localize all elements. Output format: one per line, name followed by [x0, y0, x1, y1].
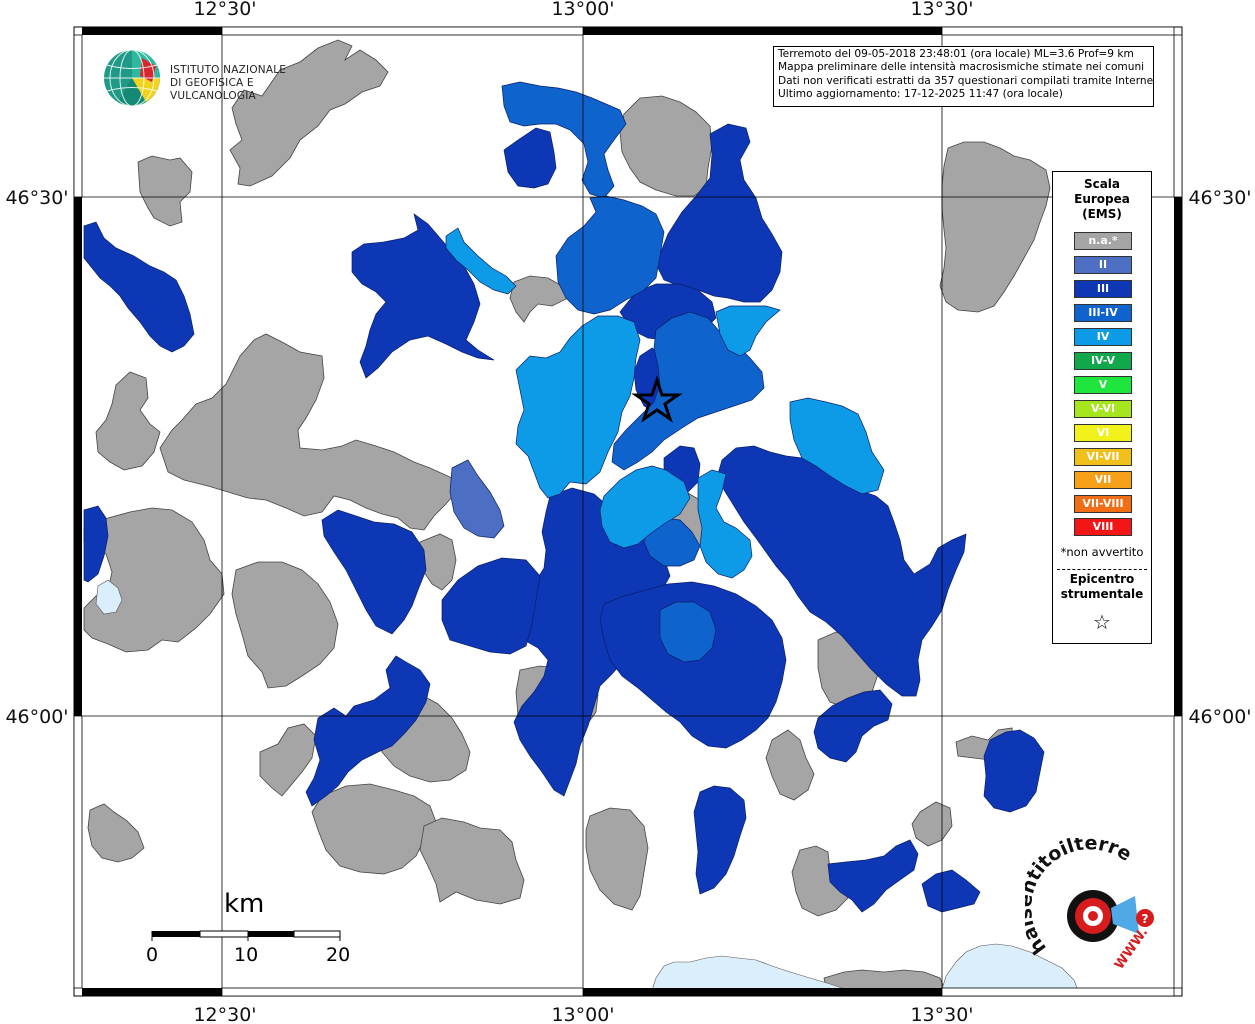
scale-unit: km	[224, 889, 265, 919]
legend-item-4: IV	[1074, 328, 1132, 346]
legend-epicenter-1: Epicentro	[1069, 572, 1135, 586]
ingv-line-1: ISTITUTO NAZIONALE	[170, 64, 287, 76]
globe-icon	[104, 49, 160, 107]
legend-item-8: VI	[1074, 424, 1132, 442]
legend-item-0: n.a.*	[1074, 232, 1132, 250]
legend-na-note: *non avvertito	[1060, 545, 1144, 559]
legend-title-2: Europea	[1074, 192, 1130, 206]
scale-tick-10: 10	[234, 944, 259, 966]
ingv-line-2: DI GEOFISICA E VULCANOLOGIA	[170, 77, 256, 102]
left-label-1: 46°30'	[5, 187, 68, 209]
top-label-1: 12°30'	[193, 0, 256, 20]
legend-item-6: V	[1074, 376, 1132, 394]
svg-text:?: ?	[1142, 912, 1149, 926]
legend-item-3: III-IV	[1074, 304, 1132, 322]
ems-IV-areas	[445, 227, 885, 579]
top-label-3: 13°30'	[910, 0, 973, 20]
top-label-2: 13°00'	[551, 0, 614, 20]
info-line-3: Dati non verificati estratti da 357 ques…	[778, 74, 1154, 87]
ingv-logo: ISTITUTO NAZIONALE DI GEOFISICA E VULCAN…	[102, 48, 322, 108]
info-line-1: Terremoto del 09-05-2018 23:48:01 (ora l…	[778, 48, 1134, 60]
ems-III-areas	[83, 123, 1045, 913]
legend-item-5: IV-V	[1074, 352, 1132, 370]
legend-star-icon: ☆	[1093, 610, 1111, 634]
legend-title-3: (EMS)	[1082, 207, 1122, 221]
bottom-label-3: 13°30'	[910, 1004, 973, 1024]
legend-item-11: VII-VIII	[1074, 495, 1132, 513]
ems-II-areas	[449, 459, 505, 539]
epicenter-star-icon	[631, 375, 683, 423]
info-line-2: Mappa preliminare delle intensità macros…	[778, 61, 1145, 74]
legend-item-10: VII	[1074, 471, 1132, 489]
legend-epicenter-2: strumentale	[1060, 587, 1144, 601]
grid-lines	[74, 27, 1182, 996]
legend-title-1: Scala	[1083, 177, 1121, 191]
scale-bar	[151, 930, 341, 941]
water-areas	[95, 579, 1081, 997]
info-line-4: Ultimo aggiornamento: 17-12-2025 11:47 (…	[778, 88, 1063, 101]
legend-item-1: II	[1074, 256, 1132, 274]
legend-item-12: VIII	[1074, 518, 1132, 536]
legend-item-9: VI-VII	[1074, 448, 1132, 466]
legend-item-2: III	[1074, 280, 1132, 298]
bottom-label-1: 12°30'	[193, 1004, 256, 1024]
bottom-label-2: 13°00'	[551, 1004, 614, 1024]
scale-tick-0: 0	[146, 944, 159, 966]
na-areas	[83, 39, 1051, 997]
haisentito-www: WWW.	[1112, 925, 1151, 972]
legend-item-7: V-VI	[1074, 400, 1132, 418]
map-frame	[73, 26, 1183, 997]
haisentito-logo: ? haisentitoilterremoto.it WWW.	[1014, 821, 1175, 988]
left-label-2: 46°00'	[5, 706, 68, 728]
right-label-1: 46°30'	[1188, 187, 1251, 209]
info-box: Terremoto del 09-05-2018 23:48:01 (ora l…	[773, 46, 1154, 107]
legend-separator	[1057, 569, 1147, 570]
right-label-2: 46°00'	[1188, 706, 1251, 728]
scale-tick-20: 20	[326, 944, 351, 966]
ems-legend: Scala Europea (EMS) n.a.* II III III-IV IV IV…	[1052, 171, 1152, 644]
